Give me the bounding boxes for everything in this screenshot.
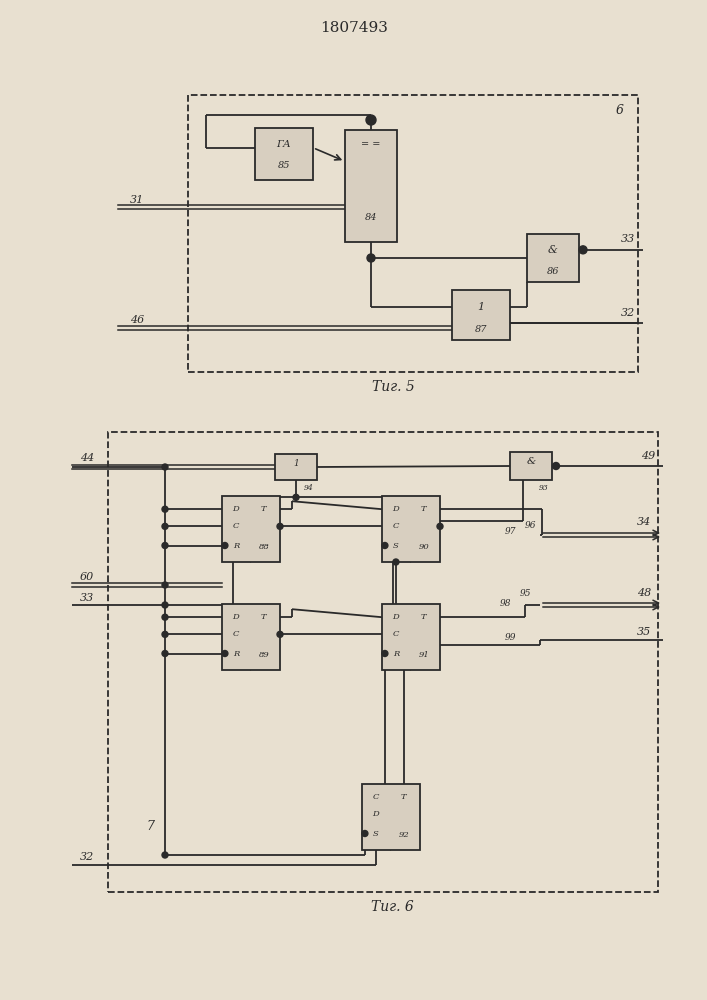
Text: 86: 86 bbox=[547, 267, 559, 276]
Circle shape bbox=[277, 523, 283, 529]
Circle shape bbox=[362, 830, 368, 836]
Bar bbox=[527, 234, 579, 282]
Text: 6: 6 bbox=[616, 104, 624, 117]
Text: 95: 95 bbox=[519, 589, 531, 598]
Text: 48: 48 bbox=[637, 588, 651, 598]
Bar bbox=[222, 496, 280, 562]
Bar bbox=[362, 784, 420, 850]
Circle shape bbox=[277, 631, 283, 637]
Text: Τиг. 6: Τиг. 6 bbox=[370, 900, 414, 914]
Text: 1807493: 1807493 bbox=[320, 21, 388, 35]
Circle shape bbox=[222, 542, 228, 548]
Text: 96: 96 bbox=[525, 520, 536, 530]
Text: 89: 89 bbox=[258, 651, 269, 659]
Text: 32: 32 bbox=[80, 852, 94, 862]
Bar bbox=[345, 130, 397, 242]
Circle shape bbox=[382, 542, 388, 548]
Text: 33: 33 bbox=[621, 234, 635, 244]
Text: &: & bbox=[527, 457, 536, 466]
Text: D: D bbox=[373, 810, 379, 818]
Text: 90: 90 bbox=[419, 543, 429, 551]
Text: R: R bbox=[393, 650, 399, 658]
Text: C: C bbox=[392, 630, 399, 638]
Circle shape bbox=[293, 494, 299, 500]
Bar bbox=[188, 95, 638, 372]
Text: T: T bbox=[421, 613, 426, 621]
Text: 84: 84 bbox=[365, 213, 378, 222]
Text: D: D bbox=[392, 505, 399, 513]
Text: 46: 46 bbox=[130, 315, 144, 325]
Circle shape bbox=[162, 542, 168, 548]
Text: 93: 93 bbox=[539, 484, 549, 492]
Text: 34: 34 bbox=[637, 517, 651, 527]
Text: 85: 85 bbox=[278, 161, 291, 170]
Text: 1: 1 bbox=[477, 302, 484, 312]
Bar bbox=[108, 432, 658, 892]
Text: S: S bbox=[393, 542, 399, 550]
Circle shape bbox=[222, 650, 228, 656]
Bar bbox=[275, 454, 317, 480]
Bar bbox=[255, 128, 313, 180]
Bar bbox=[452, 290, 510, 340]
Text: 1: 1 bbox=[293, 459, 299, 468]
Circle shape bbox=[552, 462, 559, 470]
Circle shape bbox=[162, 614, 168, 620]
Text: 32: 32 bbox=[621, 308, 635, 318]
Text: 91: 91 bbox=[419, 651, 429, 659]
Text: 44: 44 bbox=[80, 453, 94, 463]
Text: C: C bbox=[233, 630, 239, 638]
Text: 88: 88 bbox=[258, 543, 269, 551]
Text: 94: 94 bbox=[304, 484, 313, 492]
Text: D: D bbox=[233, 613, 239, 621]
Text: 49: 49 bbox=[641, 451, 655, 461]
Text: D: D bbox=[233, 505, 239, 513]
Text: T: T bbox=[261, 505, 267, 513]
Circle shape bbox=[162, 631, 168, 637]
Text: R: R bbox=[233, 650, 239, 658]
Circle shape bbox=[579, 246, 587, 254]
Text: D: D bbox=[392, 613, 399, 621]
Circle shape bbox=[382, 650, 388, 656]
Text: S: S bbox=[373, 830, 379, 838]
Circle shape bbox=[162, 506, 168, 512]
Circle shape bbox=[437, 523, 443, 529]
Text: Τиг. 5: Τиг. 5 bbox=[372, 380, 414, 394]
Circle shape bbox=[393, 559, 399, 565]
Circle shape bbox=[162, 582, 168, 588]
Bar bbox=[222, 604, 280, 670]
Circle shape bbox=[367, 254, 375, 262]
Circle shape bbox=[366, 115, 376, 125]
Text: T: T bbox=[421, 505, 426, 513]
Text: 99: 99 bbox=[504, 634, 515, 643]
Circle shape bbox=[162, 852, 168, 858]
Text: C: C bbox=[392, 522, 399, 530]
Text: = =: = = bbox=[361, 140, 380, 149]
Text: 87: 87 bbox=[474, 324, 487, 334]
Text: 97: 97 bbox=[504, 528, 515, 536]
Bar bbox=[510, 452, 552, 480]
Text: 35: 35 bbox=[637, 627, 651, 637]
Text: C: C bbox=[373, 793, 379, 801]
Circle shape bbox=[162, 523, 168, 529]
Text: &: & bbox=[548, 245, 558, 255]
Text: 33: 33 bbox=[80, 593, 94, 603]
Text: 92: 92 bbox=[398, 831, 409, 839]
Circle shape bbox=[162, 464, 168, 470]
Circle shape bbox=[162, 602, 168, 608]
Bar bbox=[382, 496, 440, 562]
Text: T: T bbox=[401, 793, 407, 801]
Text: 98: 98 bbox=[499, 598, 510, 607]
Text: 7: 7 bbox=[146, 820, 154, 834]
Text: R: R bbox=[233, 542, 239, 550]
Circle shape bbox=[162, 650, 168, 656]
Text: 60: 60 bbox=[80, 572, 94, 582]
Bar bbox=[382, 604, 440, 670]
Text: ГА: ГА bbox=[276, 140, 291, 149]
Text: T: T bbox=[261, 613, 267, 621]
Text: 31: 31 bbox=[130, 195, 144, 205]
Text: C: C bbox=[233, 522, 239, 530]
